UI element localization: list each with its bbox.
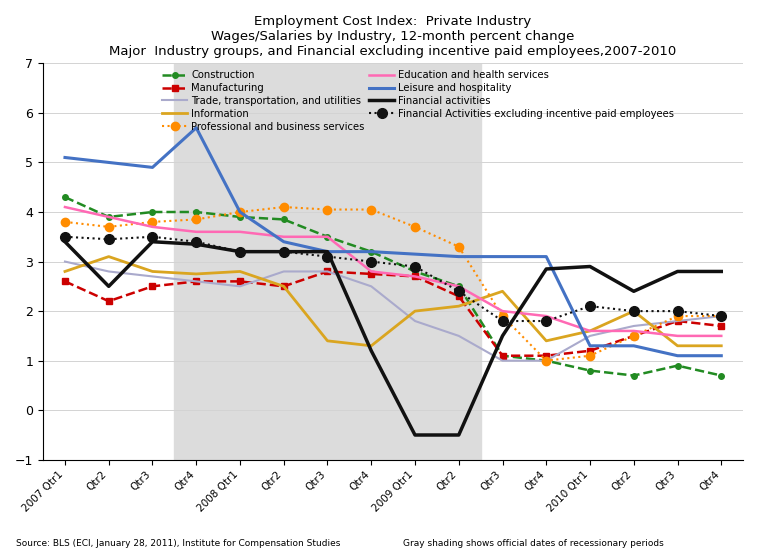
Title: Employment Cost Index:  Private Industry
Wages/Salaries by Industry, 12-month pe: Employment Cost Index: Private Industry … (109, 15, 677, 58)
Bar (174, 63, 480, 460)
Text: Gray shading shows official dates of recessionary periods: Gray shading shows official dates of rec… (403, 539, 663, 548)
Text: Source: BLS (ECI, January 28, 2011), Institute for Compensation Studies: Source: BLS (ECI, January 28, 2011), Ins… (16, 539, 340, 548)
Legend: Construction, Manufacturing, Trade, transportation, and utilities, Information, : Construction, Manufacturing, Trade, tran… (160, 68, 677, 133)
